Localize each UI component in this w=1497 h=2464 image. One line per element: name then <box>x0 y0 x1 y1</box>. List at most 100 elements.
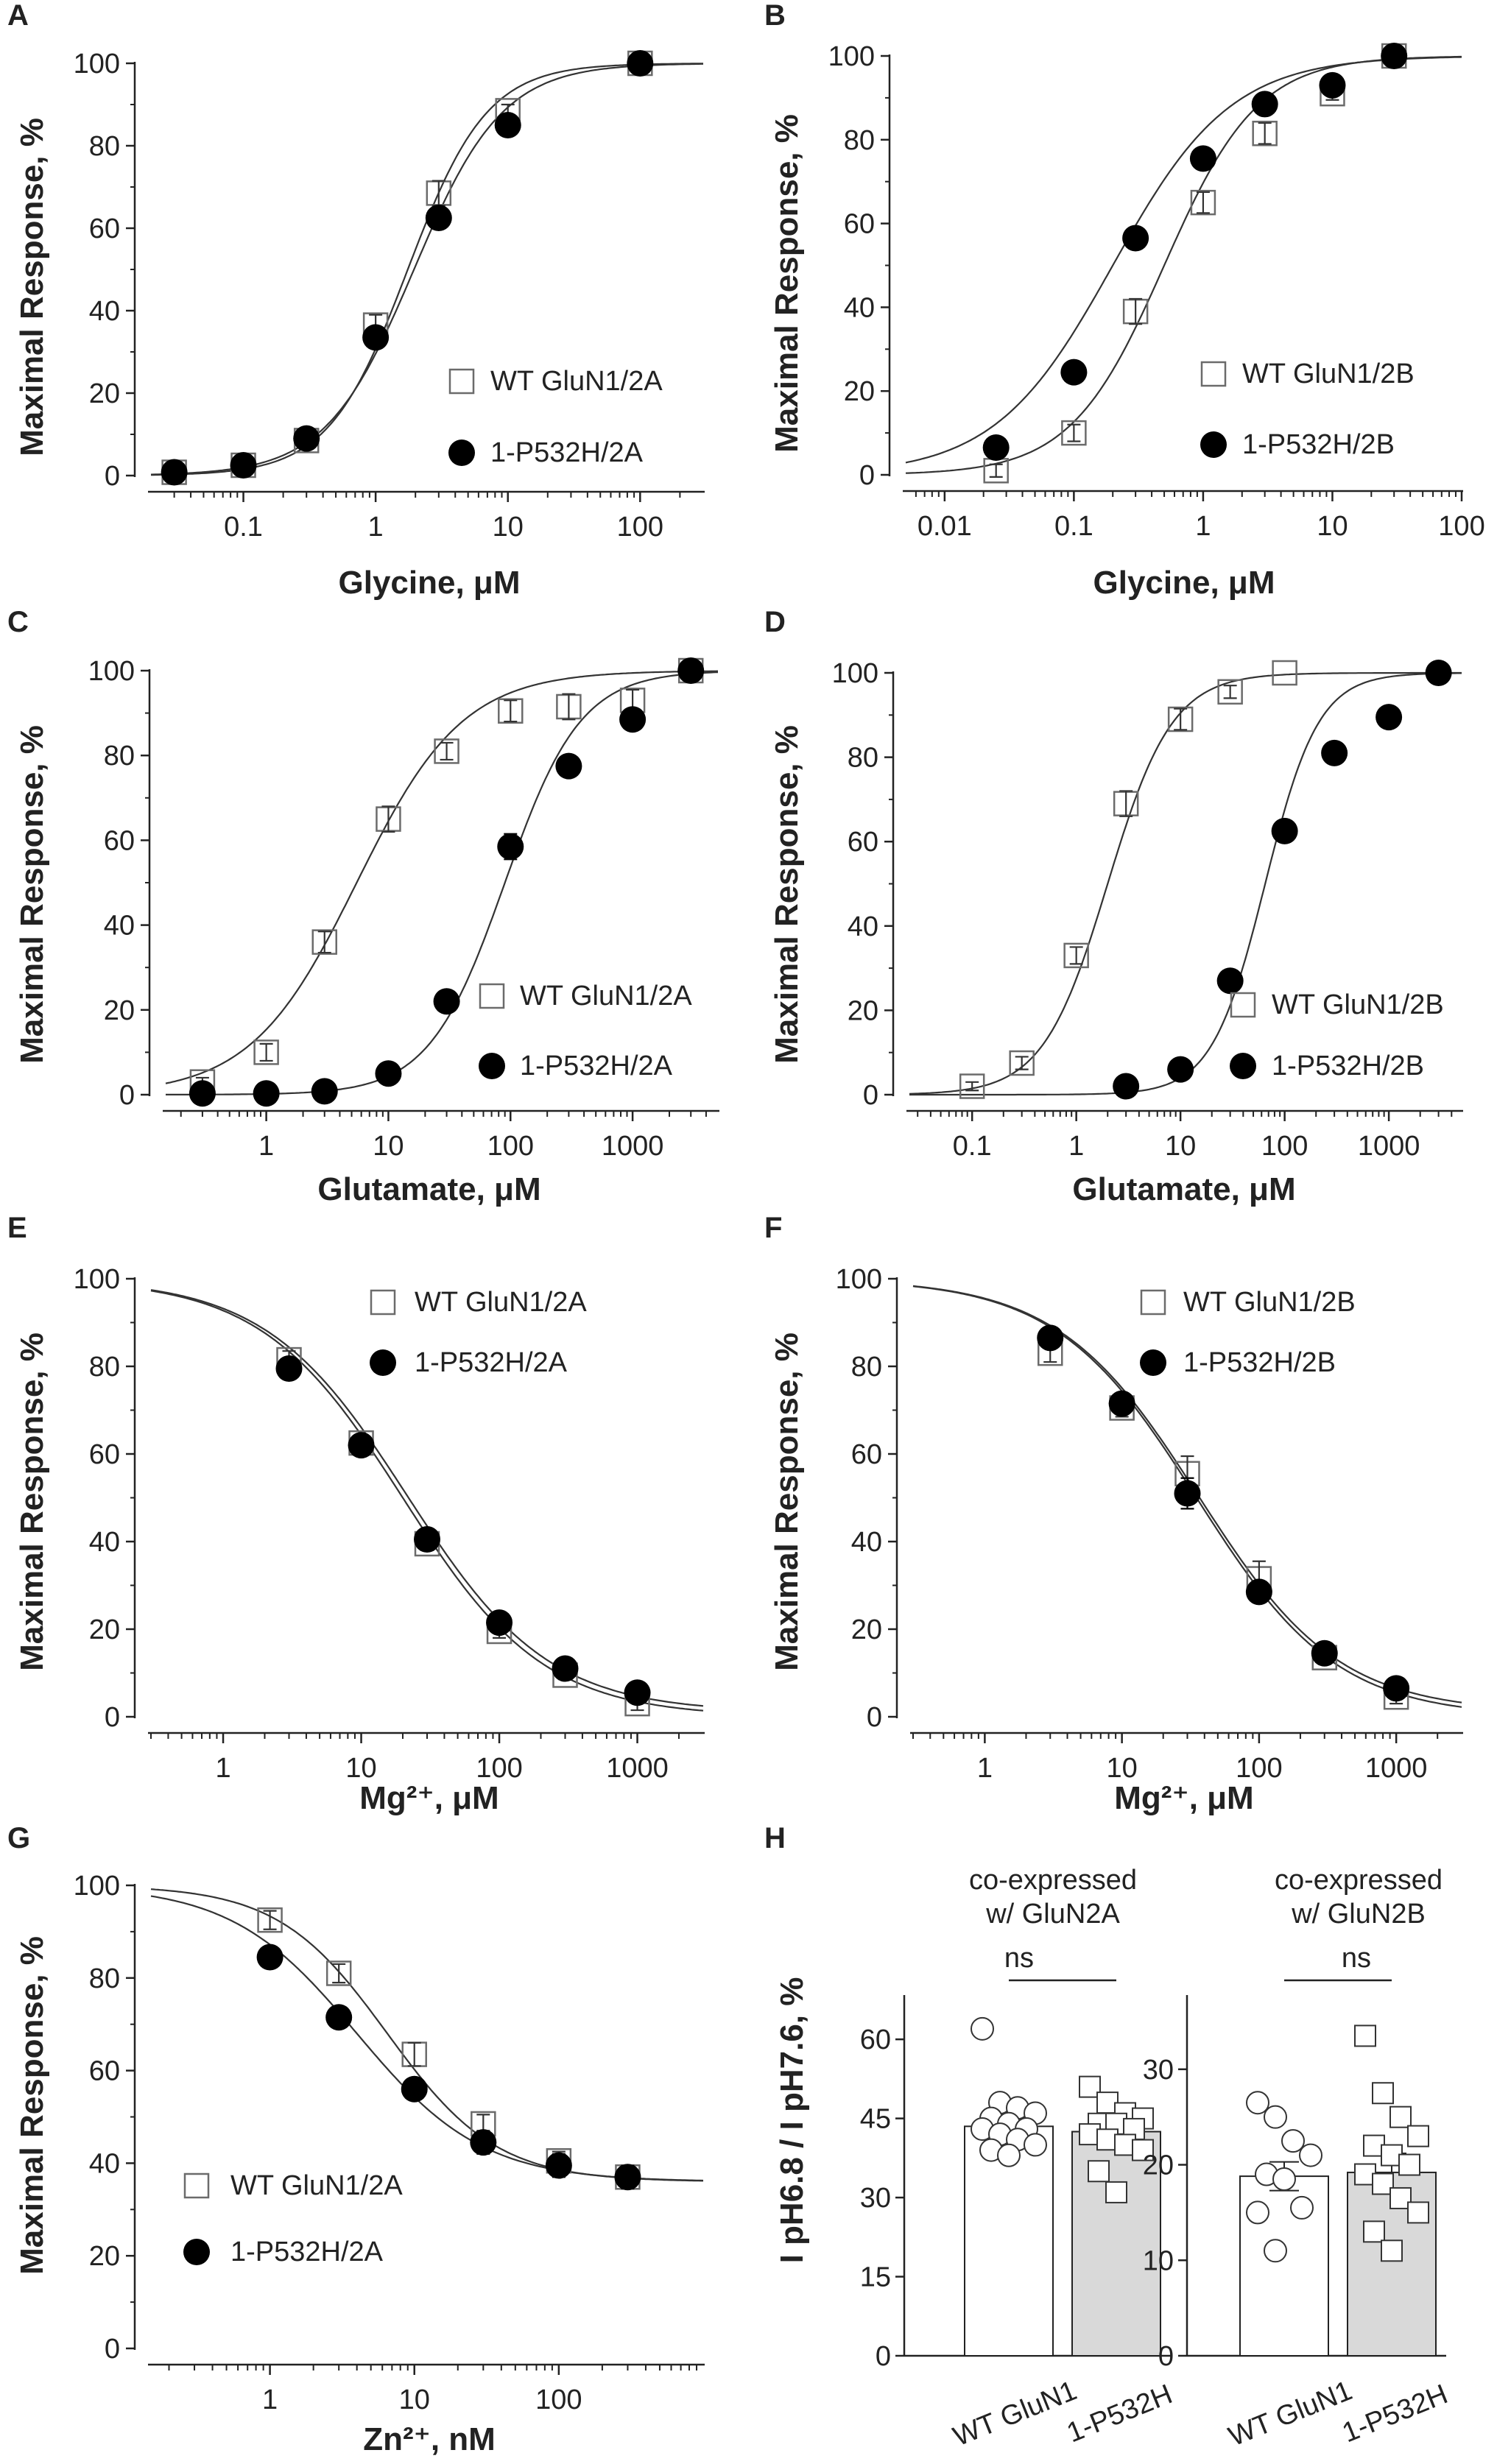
legend-f-mutant: 1-P532H/2B <box>1183 1347 1336 1378</box>
y-tick-label-c: 0 <box>119 1080 135 1111</box>
xlabel-d: Glutamate, μM <box>1072 1171 1295 1207</box>
y-tick-label-f: 60 <box>851 1439 882 1470</box>
legend-g-wt: WT GluN1/2A <box>230 2170 403 2201</box>
data-point-c-mutant <box>677 657 705 684</box>
data-point-d-wt <box>1272 660 1297 686</box>
data-point-b-mutant <box>1251 91 1278 118</box>
individual-point-2b-mutant <box>1354 2024 1376 2047</box>
h-2a-category-mutant: 1-P532H <box>1063 2379 1177 2449</box>
data-point-d-wt <box>1009 1050 1035 1076</box>
data-point-d-mutant <box>1167 1056 1194 1083</box>
ylabel-a: Maximal Response, % <box>14 118 50 456</box>
x-tick-label-a: 0.1 <box>224 512 263 543</box>
x-tick-label-d: 0.1 <box>953 1131 992 1162</box>
data-point-d-wt <box>1167 706 1194 733</box>
x-tick-label-b: 10 <box>1317 511 1348 542</box>
x-tick-label-f: 1 <box>977 1753 993 1784</box>
y-tick-label-c: 60 <box>104 825 135 856</box>
data-point-d-mutant <box>1376 704 1403 731</box>
y-tick-label-d: 60 <box>848 827 878 858</box>
data-point-d-wt <box>959 1073 985 1099</box>
legend-b-wt: WT GluN1/2B <box>1242 359 1415 389</box>
y-tick-label-b: 100 <box>828 41 875 72</box>
x-tick-label-e: 10 <box>345 1753 376 1784</box>
h-2a-category-wt: WT GluN1 <box>949 2375 1082 2452</box>
data-point-d-mutant <box>1321 739 1348 766</box>
data-point-b-mutant <box>1122 225 1149 252</box>
fit-curve-c-wt <box>165 670 719 1084</box>
xlabel-e: Mg²⁺, μM <box>359 1780 499 1816</box>
individual-point-2b-wt <box>1290 2195 1314 2220</box>
y-tick-label-b: 60 <box>844 209 875 240</box>
data-point-a-mutant <box>362 324 390 351</box>
individual-point-2b-mutant <box>1372 2082 1394 2105</box>
y-tick-label-a: 40 <box>89 296 120 327</box>
data-point-e-mutant <box>275 1355 303 1382</box>
y-tick-label-e: 0 <box>105 1702 120 1733</box>
panel-letter-b: B <box>764 0 786 32</box>
y-tick-label-e: 100 <box>74 1264 120 1295</box>
legend-b-mutant: 1-P532H/2B <box>1242 429 1395 460</box>
data-point-a-mutant <box>293 425 320 452</box>
legend-marker-e-wt <box>370 1289 396 1316</box>
y-tick-label-d: 0 <box>863 1080 878 1111</box>
y-tick-label-e: 60 <box>89 1439 120 1470</box>
data-point-g-wt <box>257 1907 283 1933</box>
x-tick-label-e: 100 <box>476 1753 522 1784</box>
legend-marker-c-wt <box>479 983 505 1009</box>
x-tick-label-g: 1 <box>262 2384 278 2415</box>
x-tick-label-b: 0.01 <box>917 511 972 542</box>
x-tick-label-a: 100 <box>617 512 663 543</box>
y-tick-label-a: 0 <box>105 461 120 492</box>
data-point-c-wt <box>498 698 524 724</box>
y-tick-label-e: 40 <box>89 1527 120 1558</box>
h-y-tick-label-2a: 0 <box>876 2341 891 2372</box>
individual-point-2b-wt <box>1246 2200 1269 2225</box>
legend-a-wt: WT GluN1/2A <box>490 366 663 397</box>
individual-point-2b-wt <box>1264 2239 1287 2263</box>
legend-marker-d-mutant <box>1230 1053 1256 1079</box>
individual-point-2b-mutant <box>1407 2125 1429 2147</box>
data-point-b-wt <box>1190 189 1216 216</box>
data-point-c-wt <box>311 929 337 955</box>
legend-marker-f-wt <box>1140 1289 1166 1316</box>
y-tick-label-g: 80 <box>89 1963 120 1994</box>
data-point-b-mutant <box>1189 145 1216 172</box>
fit-curve-d-mutant <box>909 672 1462 1096</box>
panel-letter-g: G <box>7 1822 30 1854</box>
data-point-e-mutant <box>414 1526 440 1553</box>
data-point-g-mutant <box>401 2075 428 2103</box>
data-point-f-mutant <box>1245 1578 1272 1606</box>
individual-point-2b-wt <box>1272 2167 1296 2191</box>
h-y-tick-label-2a: 60 <box>860 2024 891 2055</box>
data-point-f-mutant <box>1383 1675 1410 1702</box>
individual-point-2a-mutant <box>1105 2181 1127 2203</box>
legend-marker-e-mutant <box>370 1349 396 1376</box>
h-y-tick-label-2b: 10 <box>1143 2245 1174 2276</box>
y-tick-label-c: 20 <box>104 995 135 1026</box>
data-point-c-wt <box>253 1039 279 1065</box>
ylabel-d: Maximal Response, % <box>769 725 805 1064</box>
h-significance-2b: ns <box>1342 1943 1371 1974</box>
legend-c-mutant: 1-P532H/2A <box>520 1051 673 1081</box>
panel-letter-c: C <box>7 606 29 638</box>
individual-point-2b-mutant <box>1398 2153 1420 2176</box>
individual-point-2a-mutant <box>1088 2160 1110 2183</box>
data-point-c-mutant <box>253 1080 280 1107</box>
data-point-a-mutant <box>494 112 521 138</box>
legend-marker-f-mutant <box>1140 1349 1166 1376</box>
y-tick-label-f: 20 <box>851 1614 882 1645</box>
individual-point-2b-mutant <box>1407 2201 1429 2224</box>
panel-letter-h: H <box>764 1822 786 1854</box>
data-point-a-mutant <box>230 452 257 479</box>
data-point-e-mutant <box>552 1655 579 1682</box>
legend-marker-a-mutant <box>448 440 475 466</box>
data-point-c-wt <box>434 738 459 764</box>
y-tick-label-b: 20 <box>844 376 875 407</box>
x-tick-label-d: 100 <box>1261 1131 1308 1162</box>
fit-curve-e-mutant <box>150 1289 704 1707</box>
h-y-tick-label-2b: 20 <box>1143 2150 1174 2181</box>
panel-letter-f: F <box>764 1212 782 1244</box>
legend-g-mutant: 1-P532H/2A <box>230 2237 384 2267</box>
data-point-f-mutant <box>1108 1390 1135 1417</box>
